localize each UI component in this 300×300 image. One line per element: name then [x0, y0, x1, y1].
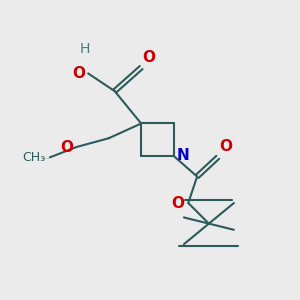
Text: CH₃: CH₃: [22, 151, 46, 164]
Text: O: O: [72, 66, 85, 81]
Text: O: O: [219, 140, 232, 154]
Text: N: N: [177, 148, 190, 164]
Text: O: O: [172, 196, 185, 211]
Text: H: H: [80, 42, 90, 56]
Text: O: O: [60, 140, 74, 154]
Text: methoxy: methoxy: [44, 158, 50, 160]
Text: O: O: [142, 50, 156, 64]
